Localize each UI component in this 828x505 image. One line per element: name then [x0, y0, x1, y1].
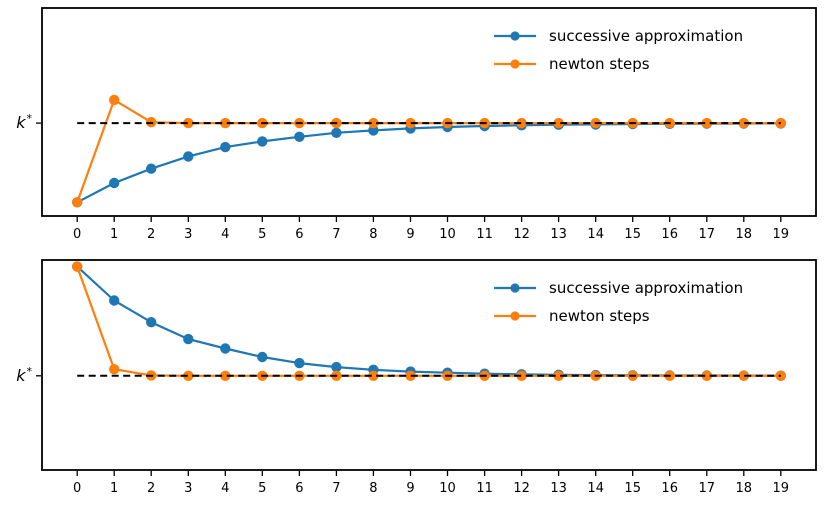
x-tick-label: 1: [110, 227, 118, 242]
data-point-successive-approximation: [368, 125, 379, 136]
data-point-successive-approximation: [331, 127, 342, 138]
x-tick-label: 7: [332, 481, 340, 496]
data-point-successive-approximation: [109, 295, 120, 306]
axes-frame: [41, 7, 817, 217]
data-point-newton-steps: [701, 117, 712, 129]
data-point-newton-steps: [368, 370, 379, 381]
data-point-newton-steps: [405, 117, 416, 129]
legend-label: newton steps: [549, 307, 650, 325]
x-tick-label: 9: [406, 227, 414, 242]
x-tick-label: 15: [624, 481, 641, 496]
legend-entry-newton-steps: newton steps: [494, 55, 650, 73]
data-point-successive-approximation: [146, 317, 157, 328]
legend-entry-successive-approximation: successive approximation: [494, 279, 743, 297]
x-tick-label: 12: [513, 227, 530, 242]
x-tick-label: 13: [550, 481, 567, 496]
data-point-successive-approximation: [220, 343, 231, 354]
x-tick-label: 19: [773, 227, 790, 242]
data-point-newton-steps: [405, 370, 416, 381]
data-point-newton-steps: [220, 370, 231, 381]
x-tick-label: 10: [439, 481, 456, 496]
x-tick-label: 11: [476, 227, 493, 242]
x-tick-label: 1: [110, 481, 118, 496]
x-tick-label: 13: [550, 227, 567, 242]
data-point-newton-steps: [553, 117, 564, 129]
x-tick-label: 9: [406, 481, 414, 496]
x-tick-label: 7: [332, 227, 340, 242]
data-point-newton-steps: [220, 117, 231, 129]
x-tick-label: 2: [147, 227, 155, 242]
x-tick-label: 15: [624, 227, 641, 242]
data-point-newton-steps: [738, 117, 749, 129]
x-tick-label: 2: [147, 481, 155, 496]
legend-marker: [510, 283, 520, 293]
data-point-successive-approximation: [183, 333, 194, 345]
data-point-newton-steps: [109, 94, 120, 106]
legend-label: successive approximation: [549, 27, 743, 45]
y-tick-label-kstar: k*: [16, 365, 32, 385]
x-tick-label: 0: [73, 227, 81, 242]
x-tick-label: 14: [587, 481, 604, 496]
series-line-successive-approximation: [76, 122, 781, 204]
data-point-successive-approximation: [331, 361, 342, 373]
x-tick-label: 3: [184, 227, 192, 242]
data-point-successive-approximation: [146, 163, 157, 174]
x-tick-label: 17: [699, 481, 716, 496]
data-point-newton-steps: [516, 117, 527, 129]
legend-label: newton steps: [549, 55, 650, 73]
x-tick-label: 6: [295, 481, 303, 496]
x-tick-label: 5: [258, 481, 266, 496]
data-point-newton-steps: [183, 117, 194, 129]
x-tick-label: 8: [369, 227, 377, 242]
x-tick-label: 14: [587, 227, 604, 242]
x-tick-label: 10: [439, 227, 456, 242]
x-tick-label: 6: [295, 227, 303, 242]
data-point-successive-approximation: [294, 357, 305, 369]
data-point-newton-steps: [553, 370, 564, 381]
y-tick-label-kstar: k*: [16, 112, 32, 132]
data-point-newton-steps: [701, 370, 712, 381]
data-point-newton-steps: [368, 117, 379, 129]
data-point-newton-steps: [738, 370, 749, 381]
x-tick-label: 5: [258, 227, 266, 242]
legend: successive approximation newton steps: [494, 279, 743, 325]
x-tick-label: 4: [221, 481, 229, 496]
data-point-newton-steps: [72, 197, 83, 208]
x-tick-label: 16: [661, 481, 678, 496]
data-point-newton-steps: [72, 261, 83, 272]
legend-marker: [510, 59, 520, 69]
x-tick-label: 4: [221, 227, 229, 242]
data-point-successive-approximation: [220, 141, 231, 153]
x-tick-label: 19: [773, 481, 790, 496]
x-tick-label: 18: [736, 481, 753, 496]
x-tick-label: 17: [699, 227, 716, 242]
series-line-newton-steps: [76, 98, 781, 203]
subplot-bottom: 0 1 2 3 4 5 6 7 8 9 10 11 12 13 14 15 16 17 18 19k*successi…: [16, 259, 817, 496]
data-point-successive-approximation: [257, 351, 268, 363]
legend: successive approximation newton steps: [494, 27, 743, 73]
legend-marker: [510, 31, 520, 41]
legend-entry-successive-approximation: successive approximation: [494, 27, 743, 45]
x-tick-label: 8: [369, 481, 377, 496]
axes-frame: [41, 259, 817, 471]
legend-entry-newton-steps: newton steps: [494, 307, 650, 325]
data-point-successive-approximation: [257, 136, 268, 147]
x-tick-label: 18: [736, 227, 753, 242]
x-tick-label: 16: [661, 227, 678, 242]
x-tick-label: 12: [513, 481, 530, 496]
data-point-successive-approximation: [294, 131, 305, 142]
x-tick-label: 0: [73, 481, 81, 496]
data-point-newton-steps: [516, 370, 527, 381]
x-tick-label: 11: [476, 481, 493, 496]
data-point-successive-approximation: [183, 151, 194, 162]
subplot-top: 0 1 2 3 4 5 6 7 8 9 10 11 12 13 14 15 16 17 18 19k*successi…: [16, 7, 817, 242]
x-tick-label: 3: [184, 481, 192, 496]
legend-label: successive approximation: [549, 279, 743, 297]
legend-marker: [510, 311, 520, 321]
data-point-newton-steps: [183, 370, 194, 381]
data-point-newton-steps: [109, 364, 120, 375]
data-point-successive-approximation: [109, 177, 120, 189]
